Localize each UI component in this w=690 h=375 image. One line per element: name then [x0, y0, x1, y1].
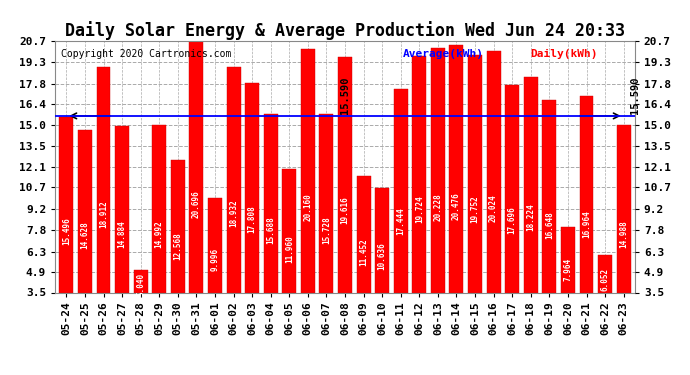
Bar — [171, 160, 185, 292]
Bar — [375, 188, 389, 292]
Text: 14.628: 14.628 — [81, 222, 90, 249]
Text: 5.040: 5.040 — [136, 273, 145, 296]
Bar — [338, 57, 352, 292]
Text: 19.616: 19.616 — [340, 196, 350, 224]
Bar — [505, 85, 519, 292]
Bar — [542, 100, 556, 292]
Bar — [394, 89, 408, 292]
Text: 20.228: 20.228 — [433, 193, 442, 221]
Text: 14.884: 14.884 — [117, 220, 126, 248]
Bar — [134, 270, 148, 292]
Text: 9.996: 9.996 — [210, 248, 219, 271]
Bar — [152, 124, 166, 292]
Text: Copyright 2020 Cartronics.com: Copyright 2020 Cartronics.com — [61, 49, 231, 59]
Text: Daily(kWh): Daily(kWh) — [531, 49, 598, 59]
Text: 12.568: 12.568 — [173, 232, 182, 260]
Bar — [486, 51, 500, 292]
Text: 15.590: 15.590 — [630, 76, 640, 114]
Bar — [431, 48, 445, 292]
Bar — [301, 49, 315, 292]
Bar — [561, 227, 575, 292]
Bar — [449, 45, 464, 292]
Bar — [59, 117, 73, 292]
Bar — [208, 198, 222, 292]
Bar — [468, 55, 482, 292]
Text: 17.808: 17.808 — [248, 206, 257, 233]
Text: 20.476: 20.476 — [452, 192, 461, 220]
Text: 16.648: 16.648 — [545, 211, 554, 239]
Bar — [245, 84, 259, 292]
Text: 11.960: 11.960 — [285, 236, 294, 263]
Bar — [190, 41, 204, 292]
Text: 6.052: 6.052 — [600, 268, 609, 291]
Bar — [78, 130, 92, 292]
Bar — [282, 169, 296, 292]
Text: 20.024: 20.024 — [489, 194, 498, 222]
Text: 11.452: 11.452 — [359, 238, 368, 266]
Text: 20.160: 20.160 — [304, 194, 313, 221]
Bar — [97, 68, 110, 292]
Bar — [319, 114, 333, 292]
Text: 14.988: 14.988 — [619, 220, 628, 248]
Text: 15.688: 15.688 — [266, 216, 275, 244]
Text: 10.636: 10.636 — [377, 242, 386, 270]
Bar — [413, 56, 426, 292]
Text: 15.728: 15.728 — [322, 216, 331, 244]
Text: Average(kWh): Average(kWh) — [403, 49, 484, 59]
Text: 19.752: 19.752 — [471, 195, 480, 223]
Bar — [598, 255, 612, 292]
Text: 18.932: 18.932 — [229, 200, 238, 228]
Text: 19.724: 19.724 — [415, 196, 424, 223]
Text: 18.912: 18.912 — [99, 200, 108, 228]
Text: 18.224: 18.224 — [526, 203, 535, 231]
Text: 17.696: 17.696 — [508, 206, 517, 234]
Title: Daily Solar Energy & Average Production Wed Jun 24 20:33: Daily Solar Energy & Average Production … — [65, 21, 625, 40]
Text: 15.496: 15.496 — [62, 217, 71, 245]
Bar — [524, 77, 538, 292]
Text: 15.590: 15.590 — [340, 76, 350, 114]
Text: 16.964: 16.964 — [582, 210, 591, 237]
Text: 14.992: 14.992 — [155, 220, 164, 248]
Bar — [357, 176, 371, 292]
Bar — [226, 67, 241, 292]
Bar — [264, 114, 277, 292]
Bar — [580, 96, 593, 292]
Text: 7.964: 7.964 — [564, 258, 573, 281]
Text: 20.696: 20.696 — [192, 191, 201, 219]
Text: 17.444: 17.444 — [396, 207, 405, 235]
Bar — [115, 126, 129, 292]
Bar — [617, 125, 631, 292]
